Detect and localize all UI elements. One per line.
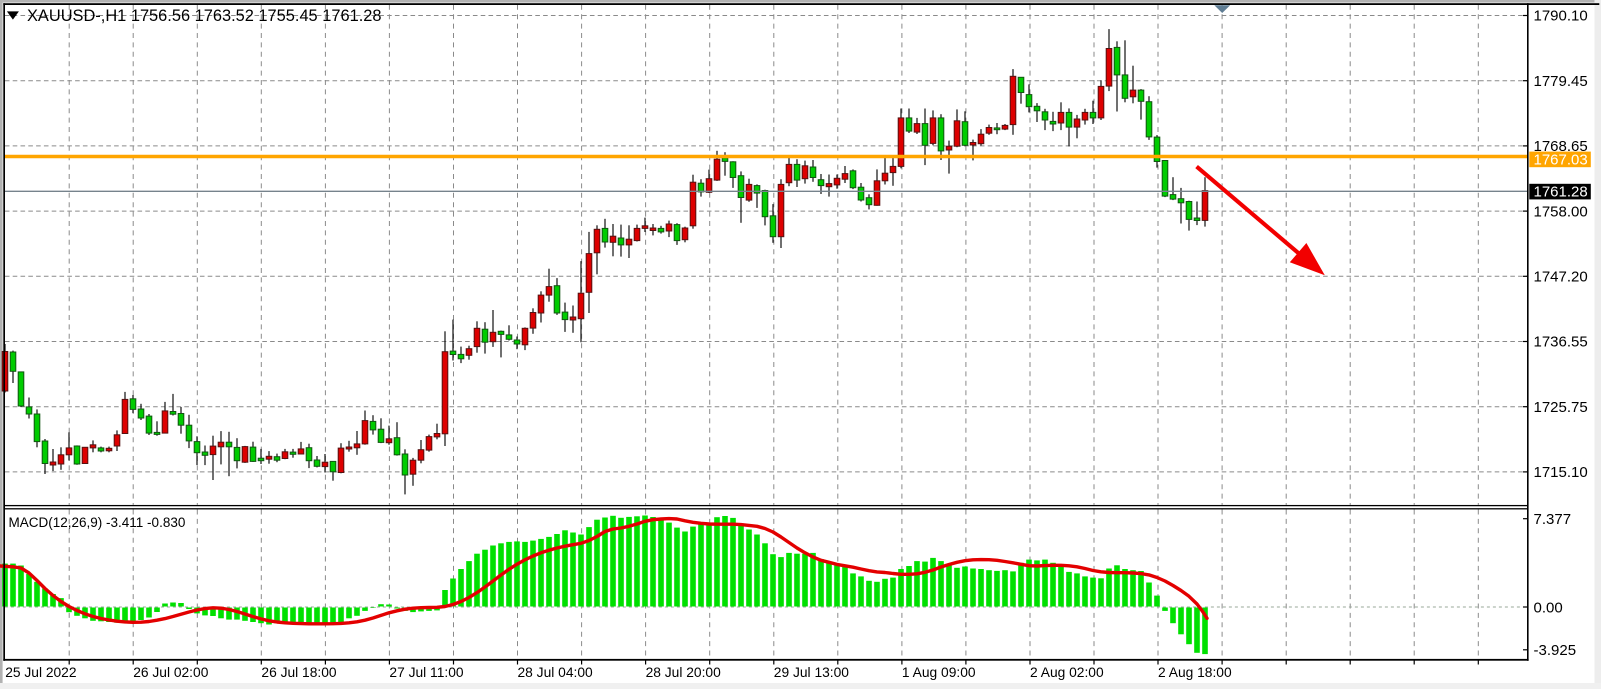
svg-text:7.377: 7.377 (1534, 511, 1572, 528)
svg-text:1758.00: 1758.00 (1534, 203, 1588, 220)
svg-text:-3.925: -3.925 (1534, 642, 1577, 659)
svg-text:1768.65: 1768.65 (1534, 138, 1588, 155)
svg-text:28 Jul 04:00: 28 Jul 04:00 (518, 665, 594, 680)
svg-text:1725.75: 1725.75 (1534, 399, 1588, 416)
svg-text:2 Aug 18:00: 2 Aug 18:00 (1158, 665, 1232, 680)
svg-text:1 Aug 09:00: 1 Aug 09:00 (902, 665, 976, 680)
svg-text:2 Aug 02:00: 2 Aug 02:00 (1030, 665, 1104, 680)
svg-text:1767.03: 1767.03 (1534, 151, 1588, 168)
svg-text:1790.10: 1790.10 (1534, 8, 1588, 25)
svg-text:1761.28: 1761.28 (1534, 184, 1588, 201)
svg-text:26 Jul 02:00: 26 Jul 02:00 (133, 665, 209, 680)
svg-text:XAUUSD-,H1 1756.56 1763.52 17: XAUUSD-,H1 1756.56 1763.52 1755.45 1761.… (27, 7, 381, 25)
svg-text:28 Jul 20:00: 28 Jul 20:00 (646, 665, 722, 680)
svg-text:1736.55: 1736.55 (1534, 334, 1588, 351)
svg-text:MACD(12,26,9) -3.411 -0.830: MACD(12,26,9) -3.411 -0.830 (9, 515, 186, 530)
svg-text:1715.10: 1715.10 (1534, 464, 1588, 481)
svg-text:25 Jul 2022: 25 Jul 2022 (5, 665, 76, 680)
svg-text:1747.20: 1747.20 (1534, 269, 1588, 286)
svg-text:26 Jul 18:00: 26 Jul 18:00 (261, 665, 337, 680)
svg-text:1779.45: 1779.45 (1534, 73, 1588, 90)
svg-text:0.00: 0.00 (1534, 600, 1563, 617)
svg-text:27 Jul 11:00: 27 Jul 11:00 (389, 665, 463, 680)
svg-text:29 Jul 13:00: 29 Jul 13:00 (774, 665, 850, 680)
